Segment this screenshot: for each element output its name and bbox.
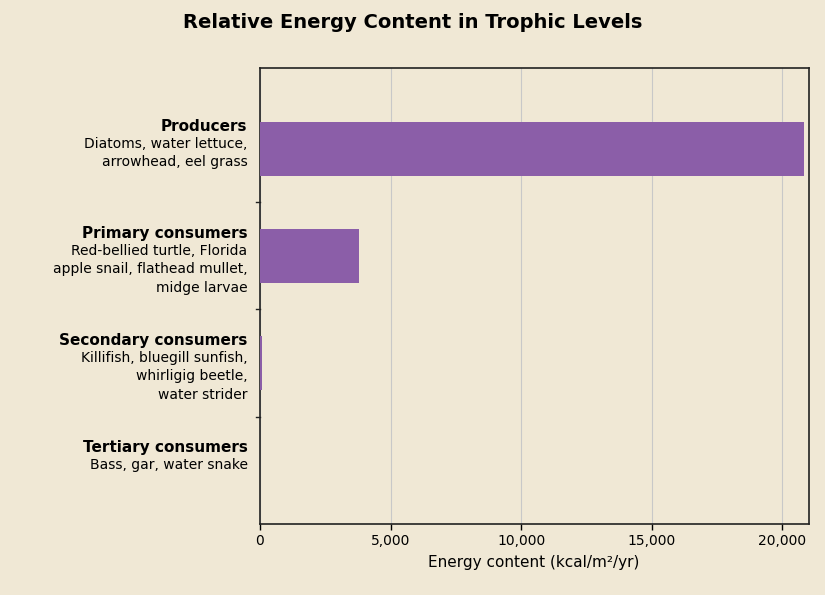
Text: Killifish, bluegill sunfish,
whirligig beetle,
water strider: Killifish, bluegill sunfish, whirligig b…	[81, 351, 248, 402]
Bar	[260, 229, 359, 283]
Bar	[260, 122, 804, 176]
Text: Red-bellied turtle, Florida
apple snail, flathead mullet,
midge larvae: Red-bellied turtle, Florida apple snail,…	[53, 244, 248, 295]
X-axis label: Energy content (kcal/m²/yr): Energy content (kcal/m²/yr)	[428, 555, 640, 570]
Text: Diatoms, water lettuce,
arrowhead, eel grass: Diatoms, water lettuce, arrowhead, eel g…	[84, 137, 248, 169]
Bar	[260, 336, 262, 390]
Text: Bass, gar, water snake: Bass, gar, water snake	[89, 458, 248, 472]
Text: Primary consumers: Primary consumers	[82, 226, 248, 241]
Text: Relative Energy Content in Trophic Levels: Relative Energy Content in Trophic Level…	[183, 13, 642, 32]
Text: Secondary consumers: Secondary consumers	[59, 333, 248, 348]
Text: Producers: Producers	[161, 119, 248, 134]
Text: Tertiary consumers: Tertiary consumers	[82, 440, 248, 455]
